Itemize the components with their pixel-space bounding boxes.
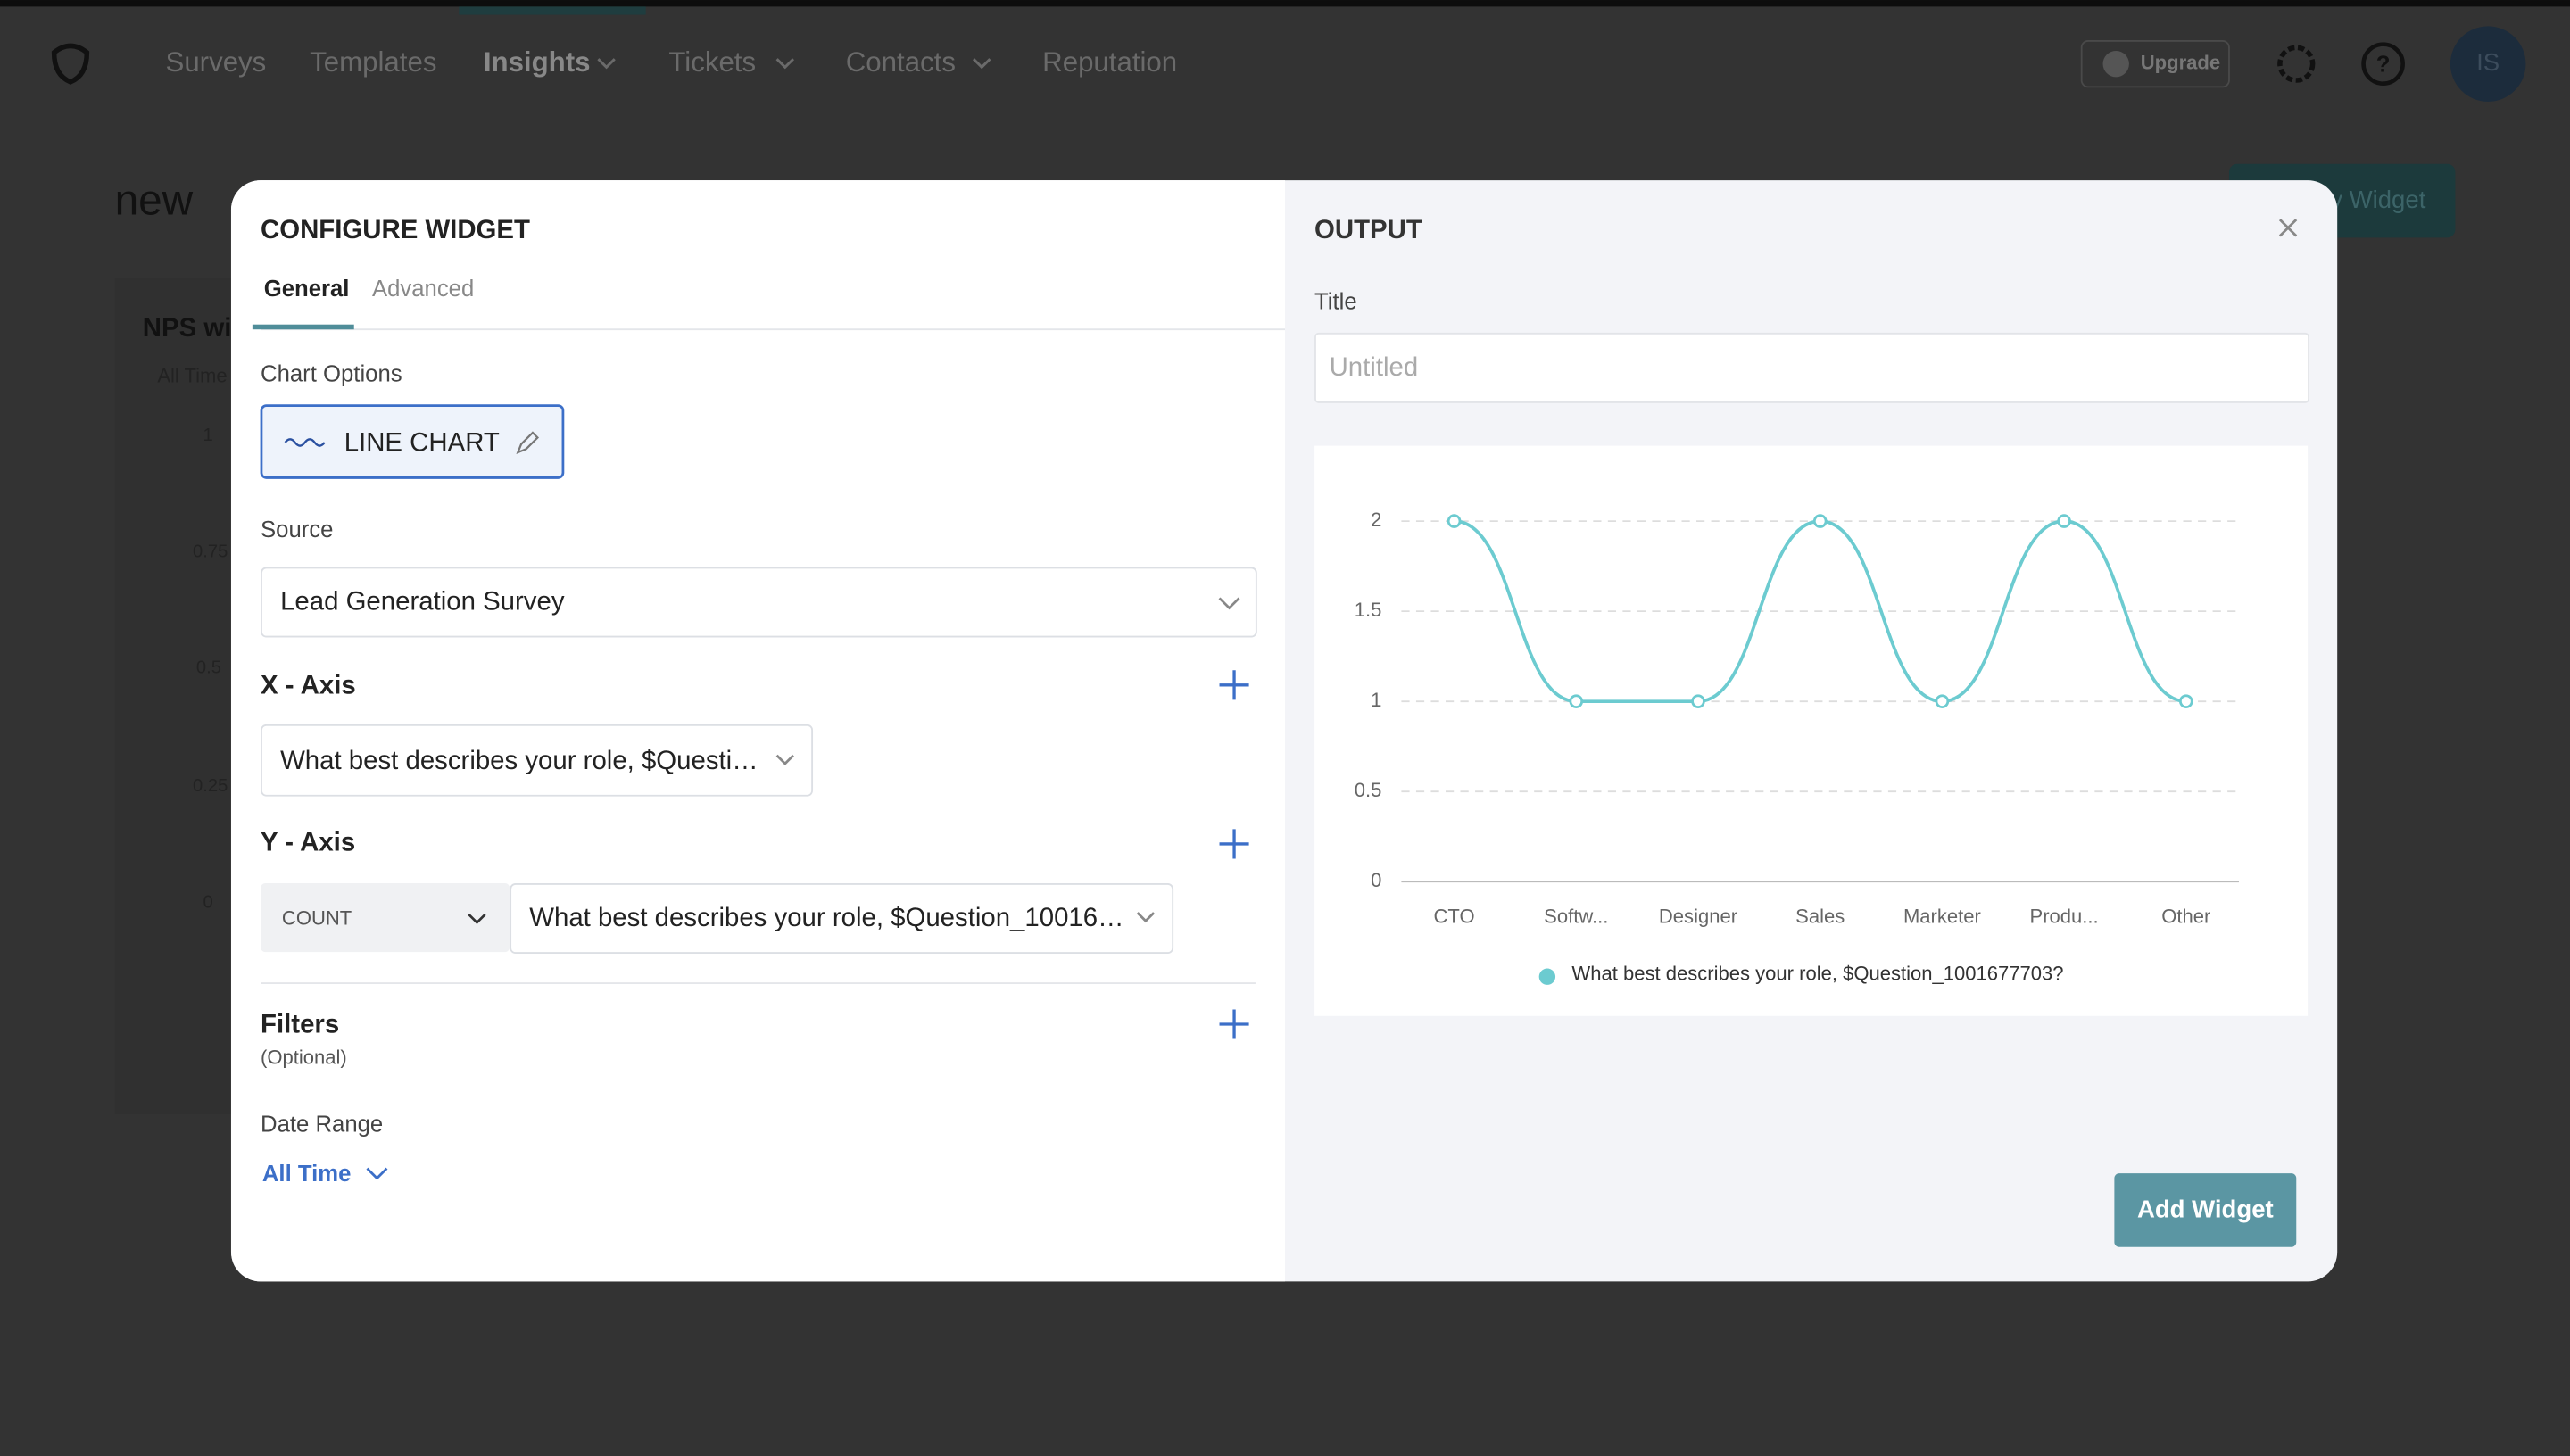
upgrade-icon	[2102, 50, 2129, 78]
bg-widget	[114, 278, 246, 1115]
bg-widget-range: All Time	[157, 364, 227, 386]
bg-tick: 0.25	[193, 776, 228, 796]
settings-icon[interactable]	[2277, 45, 2316, 83]
chevron	[775, 754, 794, 765]
chevron	[972, 58, 991, 70]
nav-item[interactable]: Insights	[484, 46, 591, 78]
point	[1935, 694, 1950, 708]
point	[2057, 514, 2071, 528]
add-widget-label: Add Widget	[2137, 1195, 2274, 1223]
add-filter[interactable]	[1219, 1009, 1249, 1039]
add-x-axis[interactable]	[1219, 670, 1249, 700]
chevron	[775, 58, 795, 70]
x-tick-label: Sales	[1795, 905, 1845, 927]
help-mark: ?	[2376, 52, 2391, 77]
nav-item[interactable]: Reputation	[1042, 46, 1177, 78]
y-tick-label: 2	[1371, 509, 1381, 531]
upgrade-label: Upgrade	[2141, 51, 2220, 73]
point	[1812, 514, 1828, 528]
edit-icon[interactable]	[516, 431, 540, 454]
chart-type-label: LINE CHART	[344, 428, 500, 458]
chevron	[468, 913, 486, 925]
help-icon[interactable]	[2361, 42, 2405, 86]
chart-card	[1314, 445, 2309, 1016]
modal-heading: CONFIGURE WIDGET	[261, 215, 530, 244]
x-tick-label: CTO	[1434, 905, 1475, 927]
page-title: new	[115, 177, 194, 224]
bg-tick: 0	[203, 892, 213, 912]
section-label: X - Axis	[261, 670, 356, 699]
add-widget-button[interactable]	[2114, 1173, 2297, 1247]
field-label: Source	[261, 517, 333, 542]
y-tick-label: 0.5	[1355, 779, 1382, 801]
bg-tick: 1	[203, 426, 213, 445]
aggregate-select[interactable]	[261, 883, 510, 953]
bg-tick: 0.75	[193, 542, 228, 561]
avatar-initials: IS	[2476, 48, 2500, 76]
point	[1691, 694, 1705, 708]
section-label: Filters	[261, 1010, 339, 1039]
y-tick-label: 1	[1371, 689, 1381, 711]
line-chart-icon	[284, 438, 326, 447]
close-button[interactable]	[2278, 219, 2298, 237]
chart: 0 0.5 1 1.5 2 CTO Softw... Designer Sales Markete…	[1355, 509, 2239, 985]
y-axis-select[interactable]	[510, 883, 1174, 955]
source-select[interactable]	[261, 567, 1257, 638]
chevron	[1218, 597, 1240, 610]
chevron	[366, 1167, 388, 1180]
source-value: Lead Generation Survey	[280, 587, 565, 616]
add-y-axis[interactable]	[1219, 829, 1249, 859]
chevron	[1136, 912, 1156, 923]
add-widget-bg-label: y Widget	[2330, 186, 2426, 213]
section-label: Y - Axis	[261, 828, 355, 857]
point	[1569, 694, 1584, 708]
logo[interactable]	[51, 43, 90, 85]
section-note: (Optional)	[261, 1046, 347, 1068]
bg-widget-title: NPS wi	[143, 313, 232, 343]
nav-item[interactable]: Surveys	[166, 46, 267, 78]
x-tick-label: Marketer	[1903, 905, 1981, 927]
legend-label: What best describes your role, $Question…	[1571, 963, 2063, 985]
x-tick-label: Other	[2161, 905, 2210, 927]
y-axis-value: What best describes your role, $Question…	[529, 903, 1123, 932]
aggregate-value: COUNT	[282, 906, 352, 929]
output-heading: OUTPUT	[1314, 215, 1422, 244]
bg-tick: 0.5	[196, 658, 221, 678]
active-indicator	[459, 6, 646, 15]
point	[2179, 694, 2193, 708]
tab[interactable]: Advanced	[372, 277, 474, 302]
field-label: Date Range	[261, 1113, 383, 1138]
y-tick-label: 0	[1371, 869, 1381, 891]
chart-type-button[interactable]	[260, 404, 565, 479]
upgrade-button[interactable]	[2080, 40, 2230, 88]
y-tick-label: 1.5	[1355, 599, 1382, 621]
title-input[interactable]	[1314, 332, 2309, 403]
tab-underline	[252, 324, 354, 330]
chevron	[597, 58, 616, 70]
nav-item[interactable]: Templates	[310, 46, 436, 78]
x-axis-select[interactable]	[261, 724, 814, 797]
tab[interactable]: General	[264, 277, 350, 302]
date-range-value[interactable]: All Time	[262, 1162, 352, 1187]
nav-item[interactable]: Contacts	[846, 46, 956, 78]
point	[1447, 514, 1462, 528]
top-bar	[0, 0, 2570, 7]
x-axis-value: What best describes your role, $Questi…	[280, 746, 759, 775]
field-label: Chart Options	[261, 361, 402, 386]
x-tick-label: Softw...	[1544, 905, 1608, 927]
x-tick-label: Designer	[1659, 905, 1737, 927]
field-label: Title	[1314, 290, 1357, 315]
title-placeholder: Untitled	[1330, 352, 1419, 382]
nav-item[interactable]: Tickets	[668, 46, 756, 78]
avatar[interactable]	[2450, 26, 2526, 102]
x-tick-label: Produ...	[2030, 905, 2099, 927]
legend-swatch	[1538, 968, 1556, 985]
